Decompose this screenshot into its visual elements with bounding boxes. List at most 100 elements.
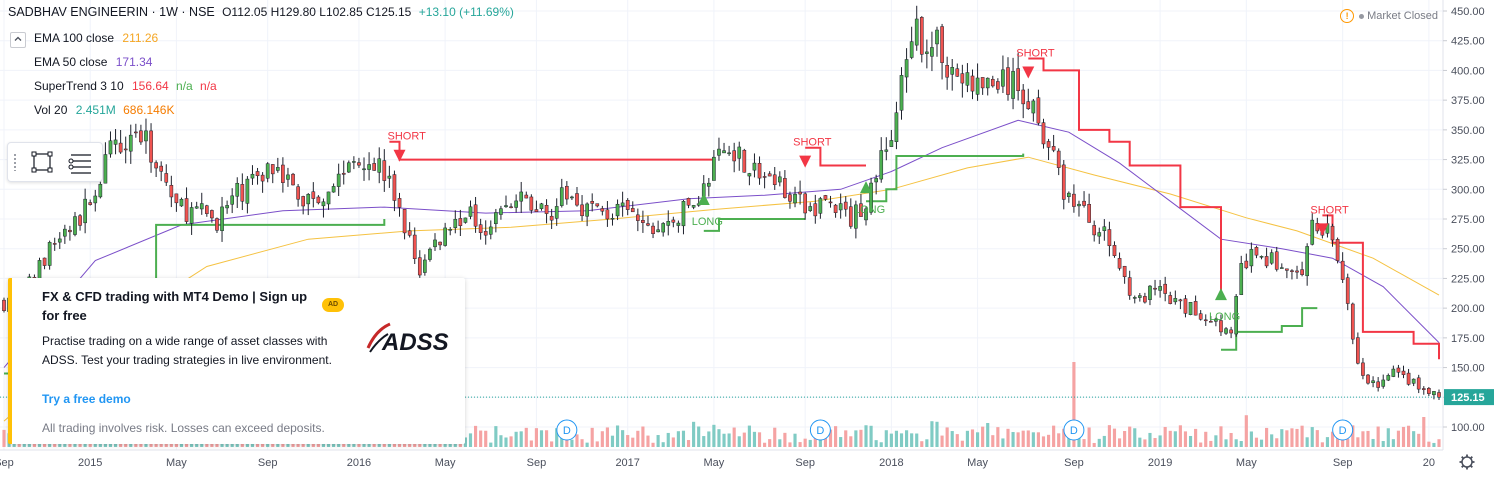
candle-body [108, 140, 113, 155]
rectangle-icon[interactable] [28, 148, 56, 176]
candle-body [321, 201, 326, 207]
candle-body [291, 173, 295, 186]
candle-body [544, 205, 549, 214]
short-label: SHORT [1016, 48, 1055, 60]
candle-body [42, 257, 47, 266]
candle-body [686, 198, 691, 206]
drag-handle-icon[interactable] [13, 153, 17, 171]
volume-bar [874, 440, 878, 447]
symbol-title[interactable]: SADBHAV ENGINEERIN · 1W · NSE [8, 5, 215, 19]
candle-body [965, 72, 970, 86]
adss-logo: ADSS [366, 322, 449, 356]
market-status[interactable]: ! Market Closed [1340, 9, 1438, 23]
volume-bar [1052, 425, 1056, 447]
candle-body [514, 200, 518, 208]
volume-bar [656, 435, 660, 447]
volume-bar [905, 430, 909, 447]
candle-body [1279, 267, 1284, 269]
candle-body [803, 193, 807, 214]
volume-bar [1422, 417, 1426, 447]
volume-bar [179, 441, 184, 447]
candle-body [996, 81, 1000, 90]
volume-bar [834, 426, 838, 447]
ad-title[interactable]: FX & CFD trading with MT4 Demo | Sign up… [42, 289, 308, 323]
legend-volume[interactable]: Vol 20 2.451M 686.146K [34, 102, 174, 119]
long-label: LONG [1209, 311, 1240, 323]
candle-body [793, 193, 797, 204]
candle-body [336, 173, 341, 187]
volume-bar [955, 434, 959, 447]
volume-bar [666, 432, 670, 447]
time-tick-label: 20 [1423, 457, 1435, 469]
candle-body [357, 162, 361, 166]
volume-bar [940, 435, 944, 447]
legend-ema100[interactable]: EMA 100 close 211.26 [34, 30, 158, 47]
warning-icon[interactable]: ! [1340, 9, 1355, 23]
gear-tooth [1469, 456, 1473, 460]
candle-body [245, 178, 250, 204]
volume-bar [996, 427, 1000, 447]
candle-body [620, 202, 625, 207]
candle-body [1107, 229, 1112, 247]
gear-tooth [1469, 464, 1473, 468]
settings-gear-icon[interactable] [1459, 454, 1475, 470]
volume-bar [737, 436, 741, 447]
candle-body [519, 191, 524, 202]
volume-bar [494, 426, 498, 447]
candle-body [509, 206, 513, 209]
candle-body [377, 158, 382, 173]
volume-bar [534, 428, 538, 447]
volume-bar [930, 421, 934, 447]
ad-banner[interactable]: FX & CFD trading with MT4 Demo | Sign up… [8, 278, 465, 444]
candle-body [1396, 367, 1401, 373]
candle-body [438, 241, 442, 246]
volume-bar [489, 442, 493, 447]
price-tick-label: 275.00 [1451, 214, 1485, 226]
candle-body [1112, 245, 1117, 256]
legend-supertrend[interactable]: SuperTrend 3 10 156.64 n/a n/a [34, 78, 217, 95]
candle-body [1381, 379, 1386, 387]
short-label: SHORT [793, 137, 832, 149]
volume-bar [580, 439, 584, 447]
legend-ema50[interactable]: EMA 50 close 171.34 [34, 54, 152, 71]
chevron-up-icon[interactable] [10, 32, 26, 48]
volume-bar [732, 427, 736, 447]
candle-body [925, 51, 929, 54]
short-label: SHORT [1310, 204, 1349, 216]
candle-body [783, 178, 787, 198]
time-tick-label: 2016 [347, 457, 371, 469]
candle-body [1274, 251, 1279, 270]
long-short-icon[interactable] [66, 148, 94, 176]
candle-body [722, 150, 726, 154]
candle-body [164, 173, 169, 183]
candle-body [975, 77, 980, 95]
candle-body [270, 164, 275, 175]
candle-body [950, 67, 955, 75]
supertrend-extra2: n/a [200, 79, 217, 93]
volume-bar [1062, 428, 1066, 447]
candle-body [914, 18, 919, 46]
candle-body [372, 163, 376, 171]
candle-body [1224, 328, 1228, 334]
candle-body [919, 17, 924, 55]
volume-bar [1117, 438, 1122, 447]
candle-body [605, 209, 610, 220]
candle-body [1310, 219, 1315, 245]
volume-bar [544, 430, 549, 447]
ad-cta-link[interactable]: Try a free demo [42, 392, 131, 406]
candle-body [1366, 374, 1370, 384]
volume-bar [529, 440, 533, 447]
candle-body [970, 75, 975, 92]
candle-body [930, 47, 934, 57]
candle-body [113, 139, 118, 145]
candle-body [478, 224, 483, 233]
candle-body [306, 194, 311, 205]
candle-body [752, 162, 757, 171]
candle-body [1432, 391, 1436, 396]
volume-bar [159, 442, 163, 447]
volume-bar [1097, 438, 1101, 447]
candle-body [747, 173, 752, 177]
symbol-header: SADBHAV ENGINEERIN · 1W · NSE O112.05 H1… [8, 4, 514, 21]
candle-body [52, 243, 57, 245]
volume-bar [484, 430, 488, 447]
